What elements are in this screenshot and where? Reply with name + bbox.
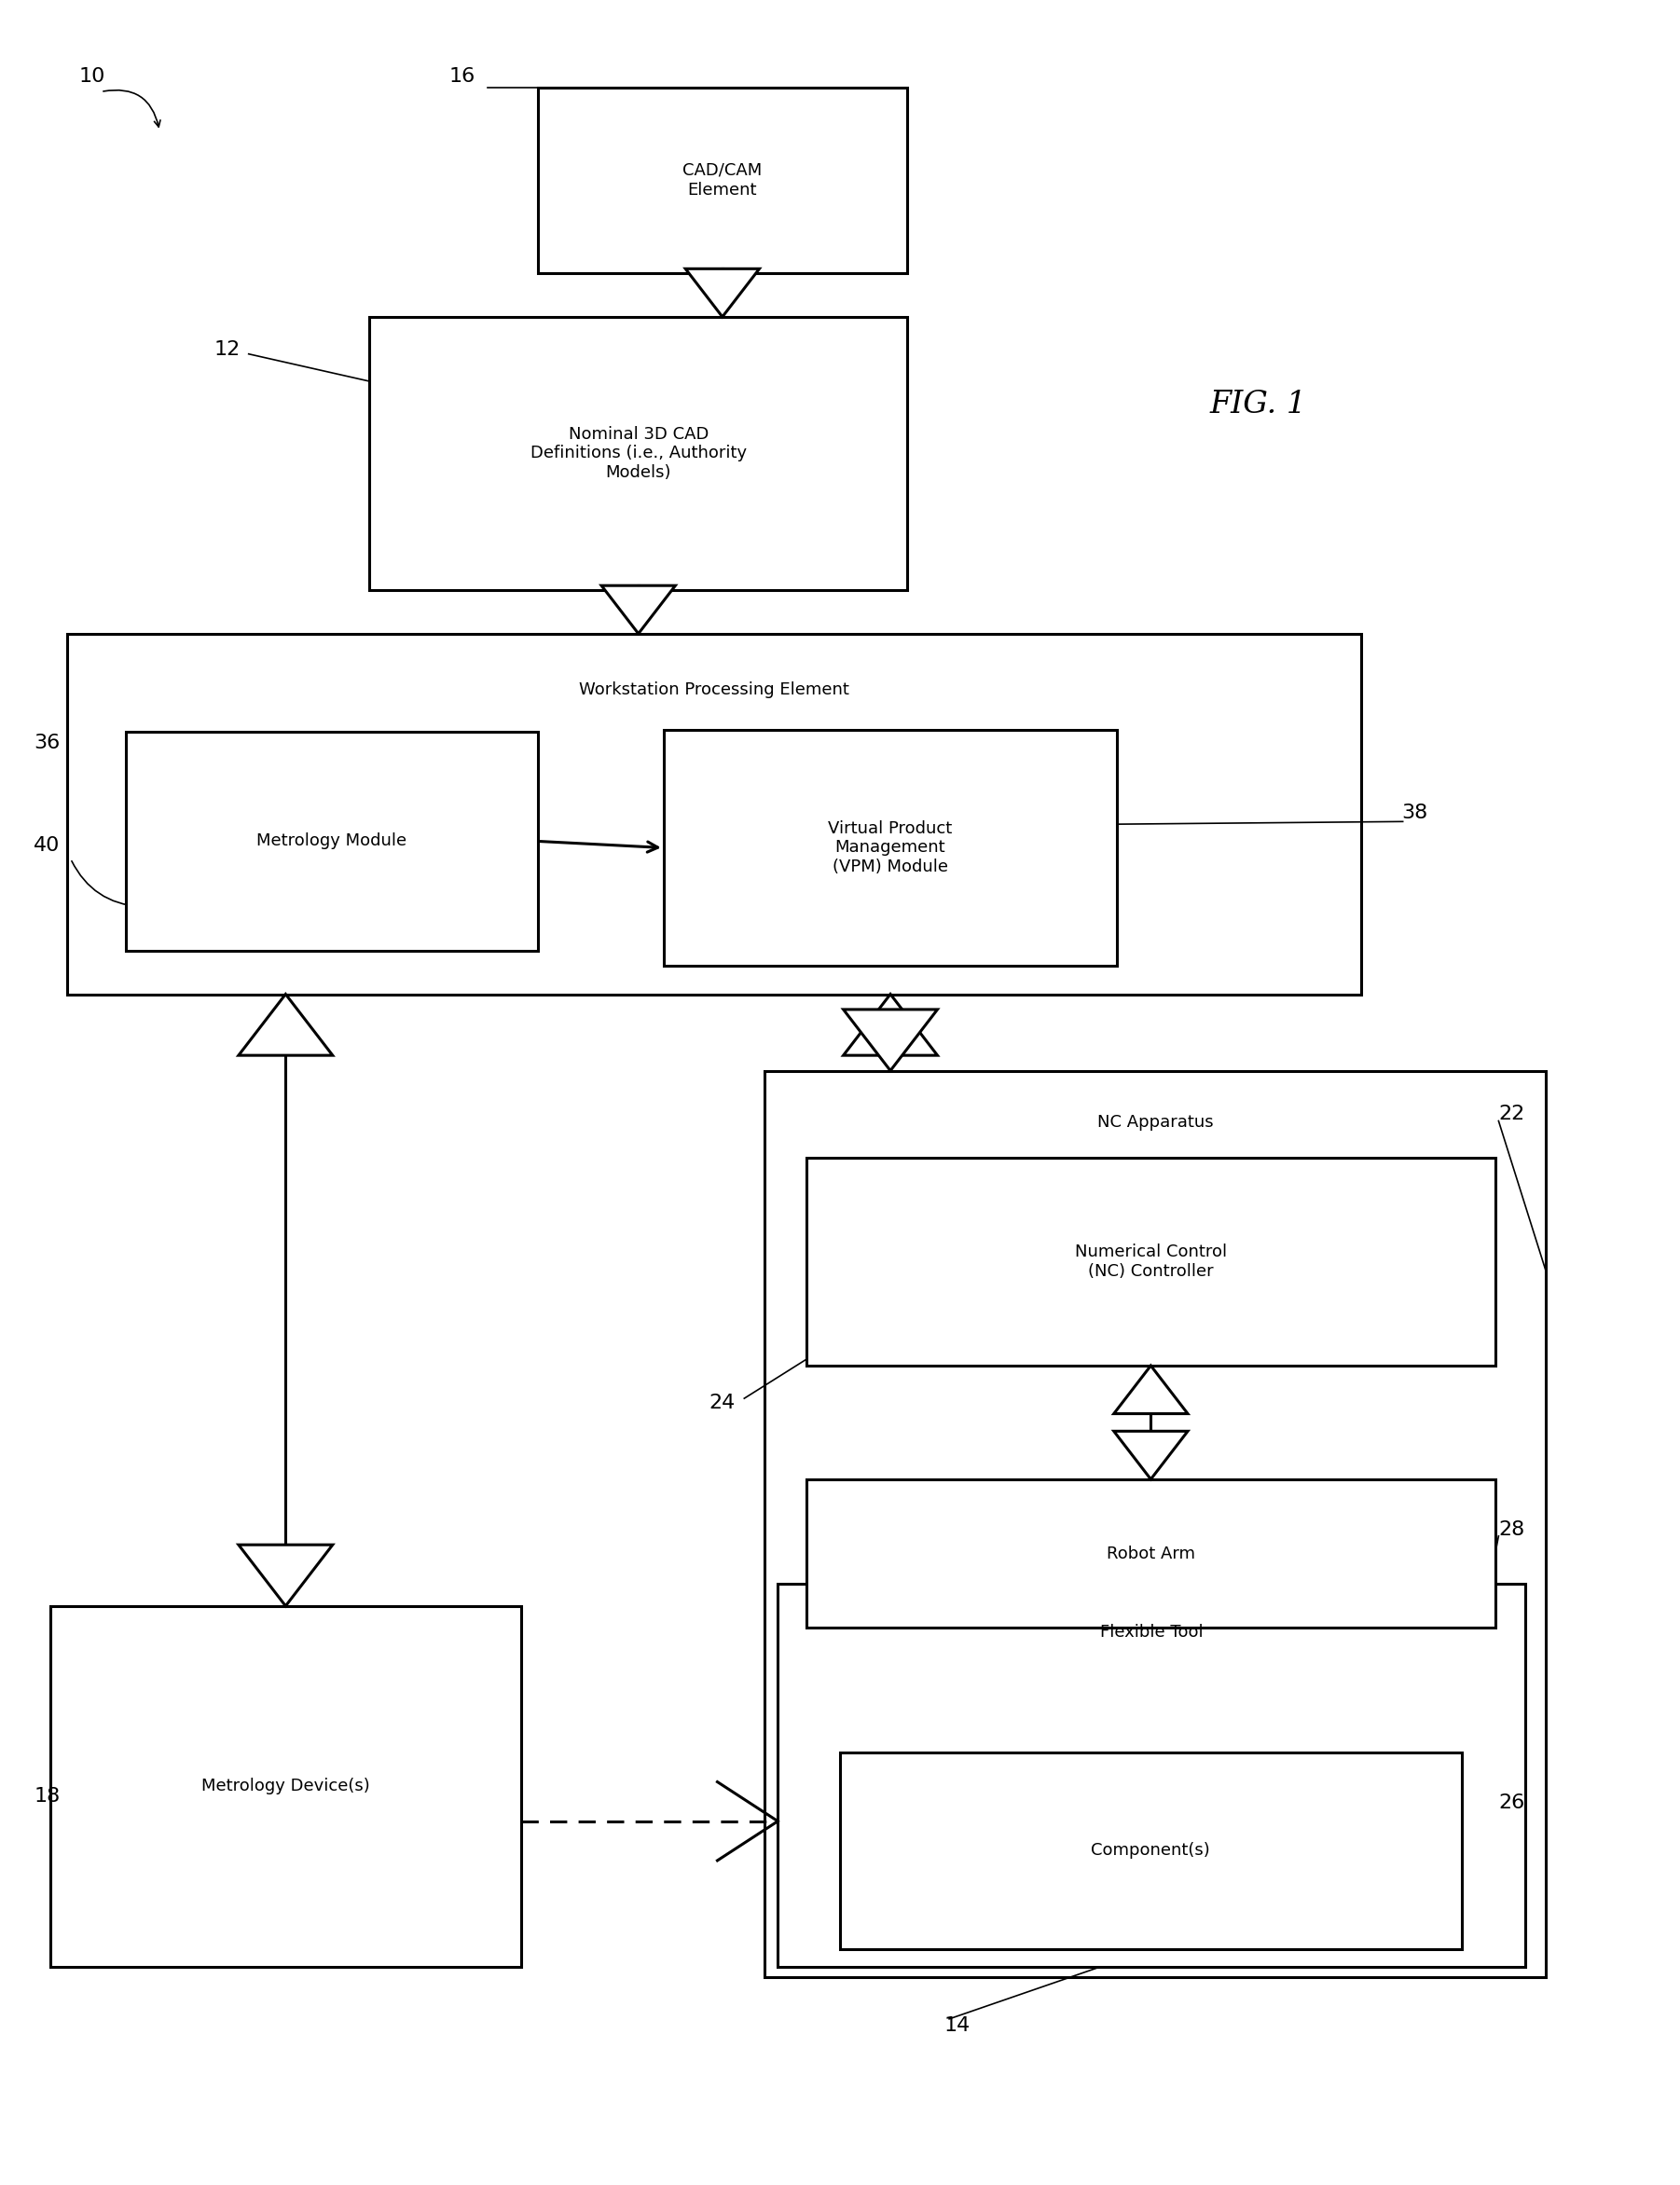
Text: 18: 18 xyxy=(34,1787,60,1805)
Polygon shape xyxy=(239,994,333,1055)
Bar xyxy=(840,1752,1462,1949)
Text: 36: 36 xyxy=(34,734,60,752)
Text: Nominal 3D CAD
Definitions (i.e., Authority
Models): Nominal 3D CAD Definitions (i.e., Author… xyxy=(531,426,746,481)
Text: NC Apparatus: NC Apparatus xyxy=(1097,1114,1213,1132)
Polygon shape xyxy=(239,1545,333,1606)
Polygon shape xyxy=(601,586,675,634)
Bar xyxy=(806,1479,1495,1628)
Text: 12: 12 xyxy=(213,341,240,358)
Text: Flexible Tool: Flexible Tool xyxy=(1100,1623,1203,1641)
Text: 26: 26 xyxy=(1499,1794,1525,1811)
Polygon shape xyxy=(843,994,937,1055)
Polygon shape xyxy=(843,1009,937,1071)
Polygon shape xyxy=(1114,1431,1188,1479)
Text: Metrology Device(s): Metrology Device(s) xyxy=(202,1779,370,1794)
Bar xyxy=(664,730,1117,966)
Text: 14: 14 xyxy=(944,2017,971,2034)
Bar xyxy=(50,1606,521,1966)
Text: 40: 40 xyxy=(34,837,60,854)
Bar xyxy=(126,732,538,950)
Text: 16: 16 xyxy=(449,68,475,85)
Text: 22: 22 xyxy=(1499,1106,1525,1123)
Text: Numerical Control
(NC) Controller: Numerical Control (NC) Controller xyxy=(1075,1243,1226,1280)
Text: Robot Arm: Robot Arm xyxy=(1107,1545,1194,1562)
Text: Component(s): Component(s) xyxy=(1092,1842,1210,1859)
Polygon shape xyxy=(1114,1366,1188,1414)
Text: 28: 28 xyxy=(1499,1521,1525,1538)
Text: Workstation Processing Element: Workstation Processing Element xyxy=(580,682,848,699)
Text: CAD/CAM
Element: CAD/CAM Element xyxy=(682,162,763,199)
Text: 38: 38 xyxy=(1401,804,1428,822)
Polygon shape xyxy=(685,269,759,317)
Bar xyxy=(764,1071,1546,1977)
Text: 10: 10 xyxy=(79,68,106,85)
Text: 24: 24 xyxy=(709,1394,736,1412)
Text: FIG. 1: FIG. 1 xyxy=(1210,389,1307,420)
Text: Virtual Product
Management
(VPM) Module: Virtual Product Management (VPM) Module xyxy=(828,819,953,876)
Bar xyxy=(806,1158,1495,1366)
Bar xyxy=(370,317,907,590)
Bar xyxy=(778,1584,1525,1966)
Text: Metrology Module: Metrology Module xyxy=(257,832,407,850)
Bar xyxy=(67,634,1361,994)
Bar xyxy=(538,87,907,273)
